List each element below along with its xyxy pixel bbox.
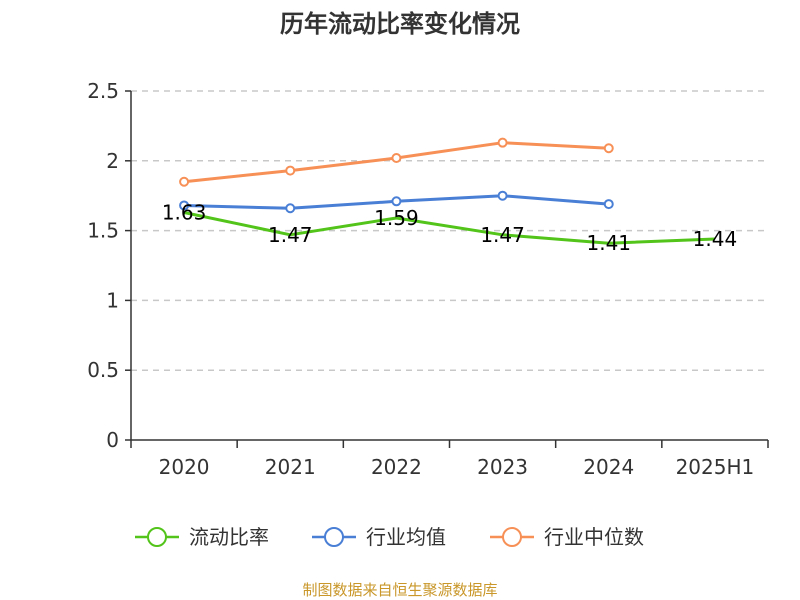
- data-label: 1.47: [480, 223, 525, 247]
- x-tick-label: 2020: [159, 455, 210, 479]
- series-point-1: [391, 196, 402, 207]
- x-tick-label: 2021: [265, 455, 316, 479]
- legend-label: 流动比率: [189, 525, 269, 549]
- x-tick-label: 2022: [371, 455, 422, 479]
- data-label: 1.44: [693, 227, 738, 251]
- y-tick-label: 2.5: [87, 79, 119, 103]
- series-point-2: [285, 165, 296, 176]
- series-point-2: [497, 137, 508, 148]
- legend-item-0[interactable]: 流动比率: [135, 525, 269, 549]
- series-point-2: [603, 143, 614, 154]
- y-tick-label: 2: [106, 149, 119, 173]
- y-tick-label: 0.5: [87, 358, 119, 382]
- legend-label: 行业均值: [366, 525, 446, 549]
- legend-marker-icon: [502, 527, 522, 547]
- data-label: 1.47: [268, 223, 313, 247]
- y-tick-label: 0: [106, 428, 119, 452]
- series-lines: [179, 137, 715, 245]
- legend-label: 行业中位数: [544, 525, 644, 549]
- series-point-1: [603, 199, 614, 210]
- x-tick-label: 2023: [477, 455, 528, 479]
- legend-item-1[interactable]: 行业均值: [312, 525, 446, 549]
- data-label: 1.63: [162, 200, 207, 224]
- series-point-1: [497, 190, 508, 201]
- y-tick-label: 1: [106, 288, 119, 312]
- legend-marker-icon: [147, 527, 167, 547]
- series-point-1: [179, 200, 190, 211]
- legend: 流动比率 行业均值 行业中位数: [135, 525, 644, 549]
- data-label: 1.41: [586, 231, 631, 255]
- source-note: 制图数据来自恒生聚源数据库: [302, 581, 497, 599]
- x-tick-label: 2025H1: [676, 455, 755, 479]
- chart-title: 历年流动比率变化情况: [280, 10, 520, 38]
- series-point-1: [285, 203, 296, 214]
- grid-lines: [131, 90, 768, 371]
- legend-marker-icon: [324, 527, 344, 547]
- series-line-0: [183, 211, 715, 245]
- y-tick-label: 1.5: [87, 219, 119, 243]
- axes: 0 0.5 1 1.5 2 2.5 2020 2021 2022 2023 2024 2025H1: [87, 79, 769, 479]
- x-tick-label: 2024: [583, 455, 634, 479]
- series-point-2: [391, 153, 402, 164]
- data-labels: 1.63 1.47 1.59 1.47 1.41 1.44: [162, 200, 737, 255]
- data-label: 1.59: [374, 206, 419, 230]
- series-point-2: [179, 176, 190, 187]
- legend-item-2[interactable]: 行业中位数: [490, 525, 644, 549]
